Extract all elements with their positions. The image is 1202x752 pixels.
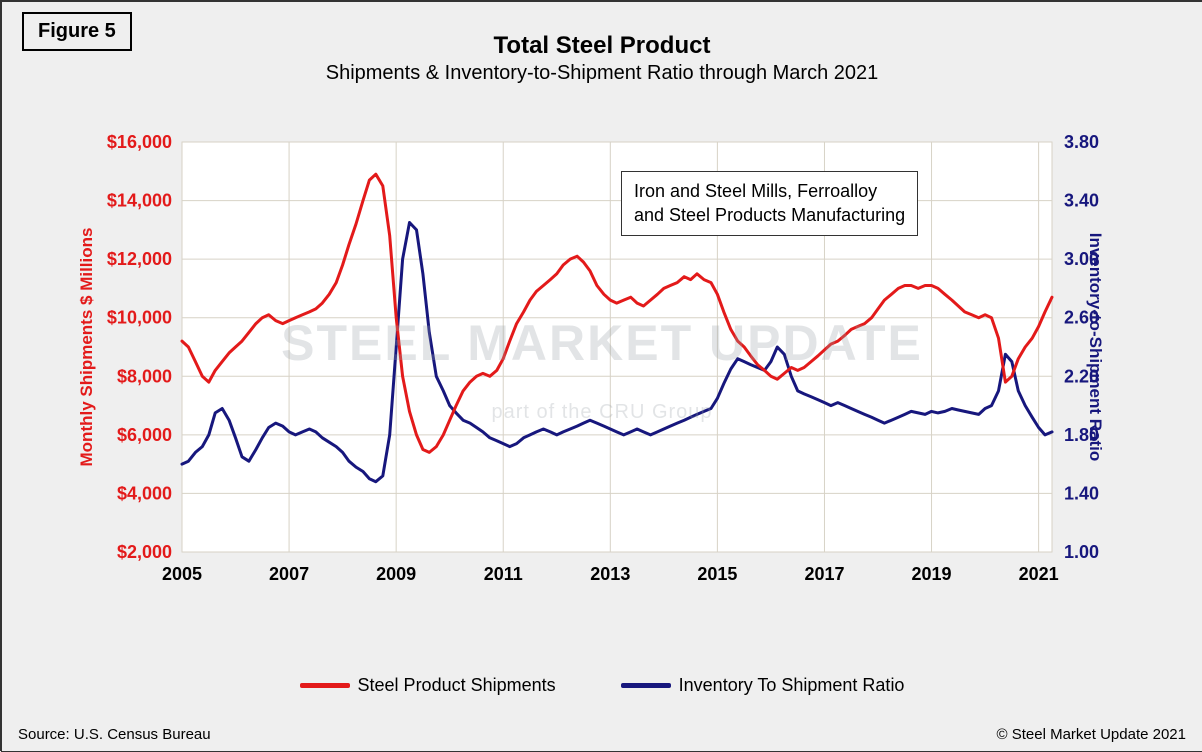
svg-text:2011: 2011	[484, 564, 523, 584]
svg-text:$8,000: $8,000	[117, 366, 172, 386]
chart-titles: Total Steel Product Shipments & Inventor…	[2, 2, 1202, 85]
legend-label-ratio: Inventory To Shipment Ratio	[679, 675, 905, 696]
info-box-line-1: Iron and Steel Mills, Ferroalloy	[634, 180, 905, 203]
chart-area: STEEL MARKET UPDATE part of the CRU Grou…	[62, 122, 1142, 622]
legend: Steel Product Shipments Inventory To Shi…	[2, 672, 1202, 696]
svg-text:Monthly Shipments $ Millions: Monthly Shipments $ Millions	[77, 228, 96, 467]
svg-text:2007: 2007	[269, 564, 309, 584]
svg-text:$2,000: $2,000	[117, 542, 172, 562]
svg-text:2021: 2021	[1019, 564, 1059, 584]
svg-text:$4,000: $4,000	[117, 483, 172, 503]
legend-item-shipments: Steel Product Shipments	[300, 675, 556, 696]
svg-text:2013: 2013	[590, 564, 630, 584]
chart-title: Total Steel Product	[2, 32, 1202, 60]
info-box: Iron and Steel Mills, Ferroalloy and Ste…	[621, 171, 918, 236]
legend-label-shipments: Steel Product Shipments	[358, 675, 556, 696]
source-text: Source: U.S. Census Bureau	[18, 726, 211, 743]
info-box-line-2: and Steel Products Manufacturing	[634, 204, 905, 227]
chart-subtitle: Shipments & Inventory-to-Shipment Ratio …	[2, 62, 1202, 85]
figure-label: Figure 5	[22, 12, 132, 51]
svg-text:$14,000: $14,000	[107, 191, 172, 211]
legend-item-ratio: Inventory To Shipment Ratio	[621, 675, 905, 696]
svg-text:$6,000: $6,000	[117, 425, 172, 445]
svg-text:$10,000: $10,000	[107, 308, 172, 328]
svg-text:2009: 2009	[376, 564, 416, 584]
svg-text:Inventory-to-Shipment Ratio: Inventory-to-Shipment Ratio	[1086, 233, 1102, 462]
svg-text:$12,000: $12,000	[107, 249, 172, 269]
svg-text:2005: 2005	[162, 564, 202, 584]
svg-text:2015: 2015	[697, 564, 737, 584]
footer: Source: U.S. Census Bureau © Steel Marke…	[18, 726, 1186, 743]
svg-text:$16,000: $16,000	[107, 132, 172, 152]
chart-svg: $2,000 $4,000 $6,000 $8,000 $10,000 $12,000 $1…	[62, 122, 1102, 622]
svg-text:1.00: 1.00	[1064, 542, 1099, 562]
svg-text:1.40: 1.40	[1064, 483, 1099, 503]
svg-text:2017: 2017	[804, 564, 844, 584]
legend-swatch-ratio	[621, 683, 671, 688]
svg-text:2019: 2019	[912, 564, 952, 584]
svg-text:3.40: 3.40	[1064, 191, 1099, 211]
copyright-text: © Steel Market Update 2021	[997, 726, 1187, 743]
svg-text:3.80: 3.80	[1064, 132, 1099, 152]
legend-swatch-shipments	[300, 683, 350, 688]
